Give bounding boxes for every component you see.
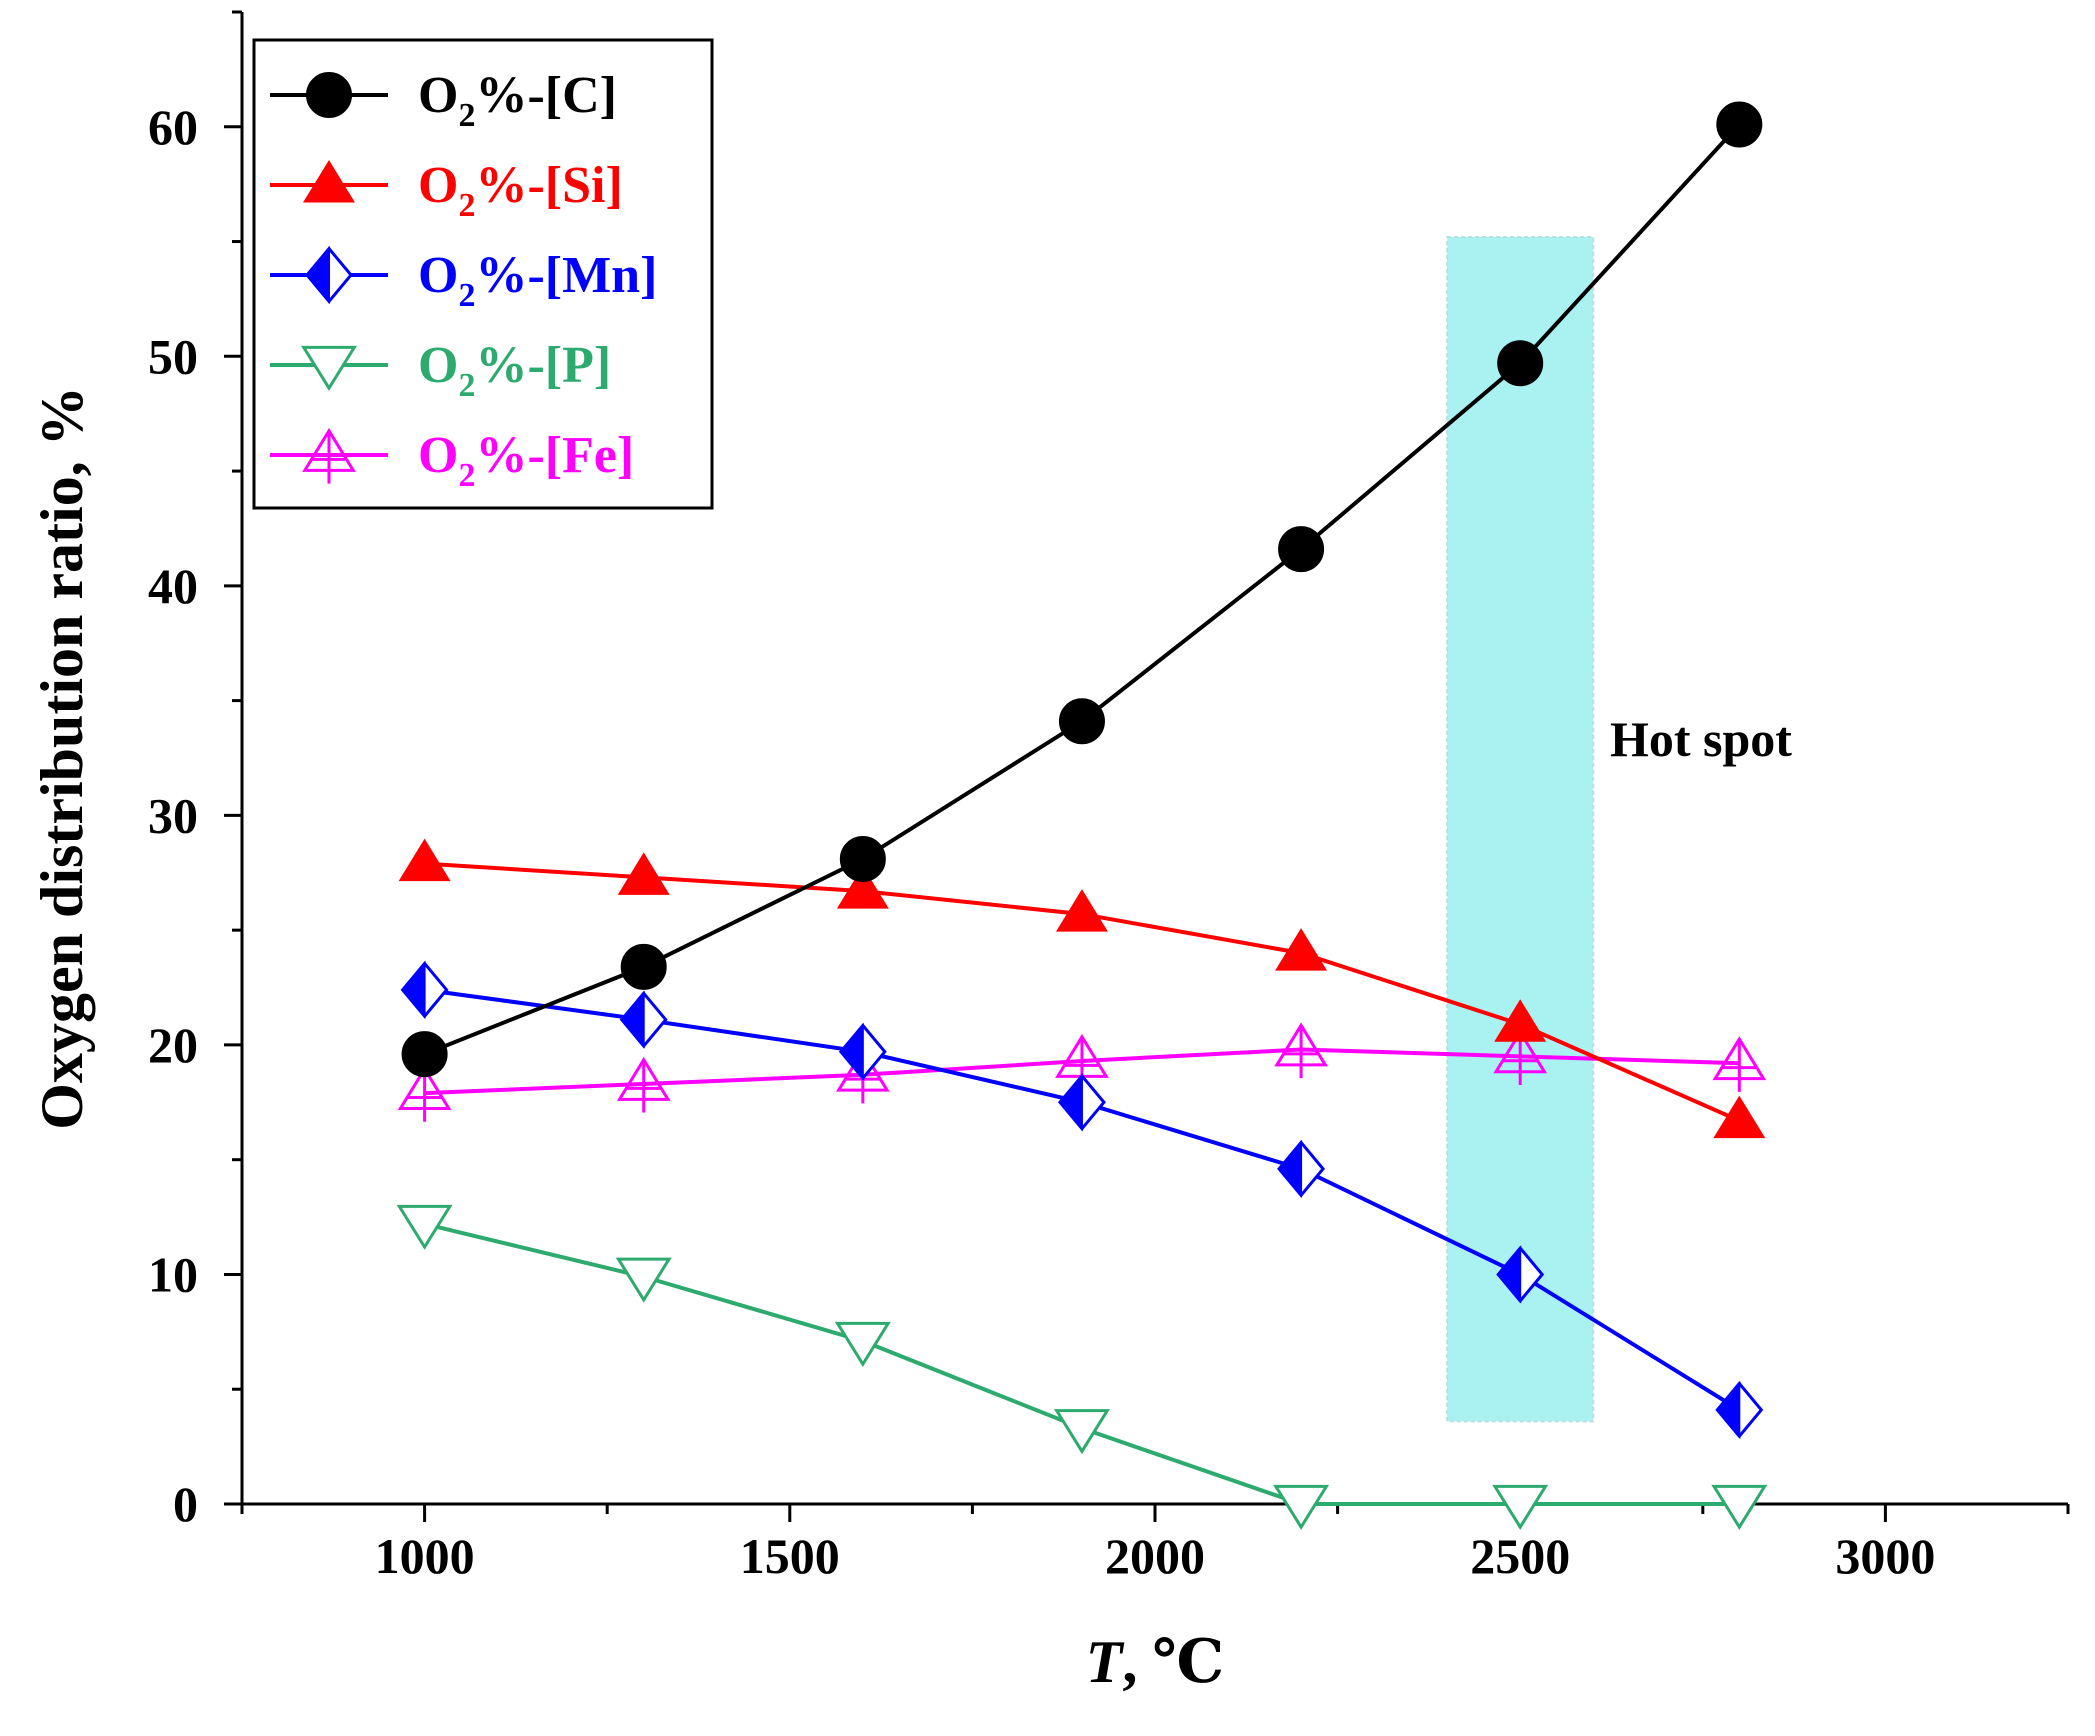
data-point (305, 245, 353, 305)
data-point (1275, 928, 1328, 971)
data-point-fill (305, 245, 330, 305)
data-point (836, 866, 889, 909)
series-markers-1 (398, 838, 1766, 1139)
data-point (616, 1056, 671, 1113)
data-point (1274, 1022, 1328, 1079)
hot-spot-label: Hot spot (1610, 711, 1792, 767)
legend-label-sub: 2 (458, 367, 475, 404)
x-tick-label: 3000 (1835, 1528, 1935, 1584)
legend-label-suffix: %-[Si] (475, 157, 622, 214)
legend-marker-0 (306, 72, 352, 118)
y-tick-label: 0 (173, 1476, 198, 1532)
data-point (301, 345, 357, 391)
data-point (397, 1066, 452, 1122)
data-point (1058, 698, 1105, 745)
data-point (617, 852, 670, 895)
data-point (1055, 889, 1108, 932)
legend-label-prefix: O (418, 337, 458, 394)
y-tick-label: 10 (148, 1246, 198, 1302)
hot-spot-region (1446, 235, 1595, 1423)
data-point-fill (620, 990, 645, 1049)
data-point (838, 1022, 887, 1081)
legend-label-suffix: %-[P] (475, 337, 611, 394)
y-tick-label: 60 (148, 99, 198, 155)
legend-label-0: O2%-[C] (418, 67, 617, 134)
y-tick-label: 20 (148, 1017, 198, 1073)
data-point (396, 1204, 453, 1250)
legend-marker-2 (305, 245, 353, 305)
x-tick-label: 2000 (1105, 1528, 1205, 1584)
data-point (615, 1257, 672, 1303)
legend-marker-4 (302, 427, 356, 484)
x-axis-unit: , ℃ (1122, 1629, 1224, 1695)
data-point (1496, 1245, 1545, 1304)
data-point (306, 72, 352, 118)
data-point-fill (1277, 1139, 1303, 1199)
legend-label-suffix: %-[Mn] (475, 247, 657, 304)
series-markers-0 (401, 101, 1763, 1078)
data-point (839, 835, 886, 882)
legend-label-1: O2%-[Si] (418, 157, 623, 224)
y-tick-label: 40 (148, 558, 198, 614)
data-point (834, 1321, 891, 1367)
data-point (1713, 1095, 1766, 1139)
series-markers-4 (397, 1022, 1767, 1122)
legend-label-sub: 2 (458, 277, 475, 314)
data-point-fill (1058, 1073, 1083, 1132)
data-point-fill (1716, 1380, 1741, 1440)
data-point (303, 159, 355, 203)
y-tick-label: 30 (148, 787, 198, 843)
x-axis-title: T, ℃ (1086, 1629, 1225, 1695)
data-point-fill (401, 960, 426, 1019)
x-axis-variable: T (1086, 1629, 1125, 1695)
data-point (1711, 1484, 1768, 1530)
legend-marker-1 (303, 159, 355, 203)
legend-label-prefix: O (418, 157, 458, 214)
legend-label-suffix: %-[Fe] (475, 427, 634, 484)
data-point (400, 960, 449, 1019)
data-point (1058, 1073, 1106, 1132)
legend-label-sub: 2 (458, 457, 475, 494)
data-point (1716, 101, 1763, 148)
legend-marker-3 (301, 345, 357, 391)
data-point (1712, 1036, 1767, 1092)
data-point (620, 943, 667, 990)
data-point-fill (839, 1022, 864, 1081)
series-markers-3 (396, 1204, 1768, 1530)
data-point (401, 1031, 448, 1078)
data-point (1053, 1409, 1110, 1455)
data-point (619, 990, 668, 1049)
y-tick-label: 50 (148, 328, 198, 384)
x-tick-label: 2500 (1470, 1528, 1570, 1584)
legend-label-3: O2%-[P] (418, 337, 611, 404)
data-point (1273, 1484, 1330, 1530)
series-markers-2 (400, 960, 1764, 1440)
data-point-fill (1496, 1245, 1522, 1304)
legend-label-prefix: O (418, 427, 458, 484)
data-point (398, 838, 451, 882)
legend-label-sub: 2 (458, 97, 475, 134)
x-tick-label: 1000 (375, 1528, 475, 1584)
legend-label-suffix: %-[C] (475, 67, 617, 124)
data-point (1277, 1139, 1326, 1199)
legend-label-prefix: O (418, 67, 458, 124)
data-point (302, 427, 356, 484)
legend-label-4: O2%-[Fe] (418, 427, 634, 494)
legend-label-sub: 2 (458, 187, 475, 224)
x-tick-label: 1500 (740, 1528, 840, 1584)
legend-label-2: O2%-[Mn] (418, 247, 657, 314)
data-point (1278, 526, 1325, 573)
data-point (1492, 1484, 1549, 1530)
data-point (1497, 340, 1544, 387)
data-point (1715, 1380, 1764, 1440)
legend-label-prefix: O (418, 247, 458, 304)
data-point (1494, 999, 1547, 1042)
y-axis-title: Oxygen distribution ratio, % (29, 386, 95, 1129)
